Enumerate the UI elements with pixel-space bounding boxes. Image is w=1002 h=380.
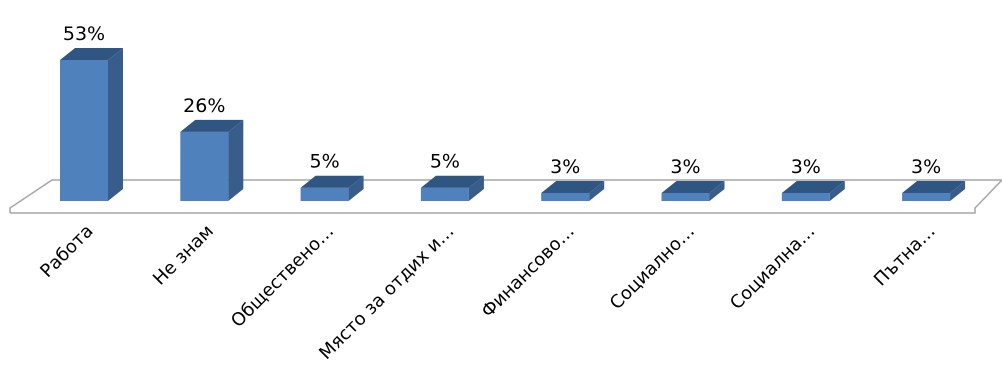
data-label: 5% [310, 151, 340, 173]
category-label: Социална… [726, 221, 819, 314]
bar-front [661, 193, 710, 201]
bar-top [60, 48, 123, 60]
data-label: 53% [63, 23, 105, 45]
bar-top [661, 181, 725, 194]
bar-side [950, 181, 966, 201]
bar-top [541, 181, 605, 194]
bar-side [829, 181, 845, 201]
category-label: Пътна… [870, 221, 940, 291]
bar-top [781, 181, 845, 194]
bar [180, 119, 244, 201]
category-label: Социално… [606, 221, 699, 314]
bar [902, 181, 966, 201]
category-label: Място за отдих и… [315, 221, 458, 364]
data-label: 3% [670, 156, 700, 178]
category-label: Не знам [149, 221, 218, 290]
bar [420, 175, 484, 201]
bar [781, 181, 845, 201]
bar [661, 181, 725, 201]
bar-side [589, 181, 605, 201]
bar [541, 181, 605, 201]
data-labels: 53% 26% 5% 5% 3% 3% 3% 3% [63, 23, 941, 178]
bar-front [781, 193, 830, 201]
bar-top [180, 119, 244, 132]
bar-front [300, 187, 349, 201]
bar-top [420, 175, 484, 188]
bar-side [468, 175, 484, 201]
bar-side [108, 48, 123, 201]
chart-floor [9, 179, 1002, 214]
bar-side [709, 181, 725, 201]
bar-front [60, 60, 108, 201]
data-label: 3% [911, 156, 941, 178]
bar-side [348, 175, 364, 201]
data-label: 5% [430, 151, 460, 173]
data-label: 3% [550, 156, 580, 178]
bar [300, 175, 364, 201]
bar-front [902, 193, 951, 201]
category-label: Обществено… [227, 221, 338, 332]
bar-top [300, 175, 364, 188]
floor-outline [9, 179, 1002, 214]
bar-side [228, 119, 244, 201]
bar [60, 48, 123, 201]
bar-front [420, 187, 469, 201]
category-label: Финансово… [477, 221, 578, 322]
bar-front [541, 193, 590, 201]
bar-top [902, 181, 966, 194]
bar-series [60, 48, 966, 201]
category-label: Работа [36, 221, 97, 282]
bar-front [180, 131, 229, 201]
category-axis-labels: Работа Не знам Обществено…Място за отдих и… [36, 221, 939, 364]
data-label: 3% [791, 156, 821, 178]
data-label: 26% [183, 95, 225, 117]
